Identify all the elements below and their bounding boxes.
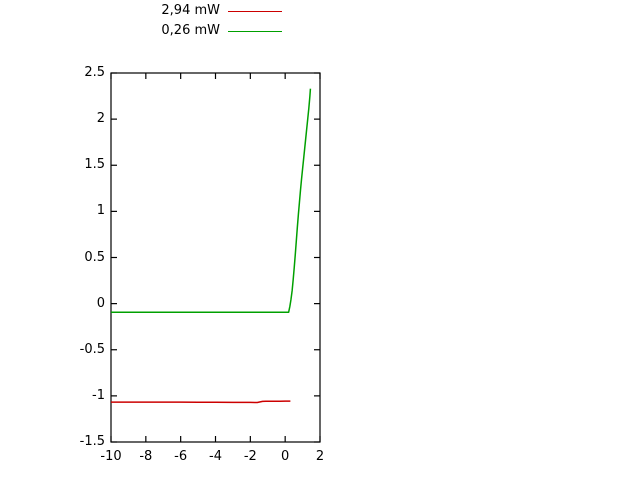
data-series-group (111, 88, 312, 404)
series-line-0 (111, 400, 291, 404)
y-tick-label-7: -1 (92, 387, 105, 403)
legend-label-0: 2,94 mW (161, 3, 220, 18)
legend-label-1: 0,26 mW (161, 23, 220, 38)
x-tick-label-1: -8 (139, 449, 153, 464)
x-axis-ticks (110, 73, 321, 442)
y-tick-label-2: 1.5 (84, 157, 105, 173)
x-tick-label-4: -2 (243, 449, 257, 464)
x-tick-label-3: -4 (209, 449, 222, 464)
y-tick-label-1: 2 (96, 111, 105, 127)
y-tick-label-0: 2.5 (84, 65, 105, 80)
series-line-1 (111, 88, 312, 314)
y-tick-label-5: 0 (96, 295, 105, 311)
x-tick-label-0: -10 (100, 449, 122, 464)
x-tick-label-6: 2 (315, 449, 325, 464)
legend-swatch-0 (228, 11, 282, 12)
legend-swatch-1 (228, 31, 282, 32)
y-tick-label-3: 1 (96, 203, 105, 219)
y-tick-label-6: -0.5 (79, 341, 105, 357)
y-axis-ticks (111, 72, 320, 443)
y-tick-label-4: 0.5 (84, 249, 105, 265)
x-tick-label-2: -6 (174, 449, 188, 464)
y-tick-label-8: -1.5 (79, 434, 105, 449)
x-tick-label-5: 0 (281, 449, 290, 464)
